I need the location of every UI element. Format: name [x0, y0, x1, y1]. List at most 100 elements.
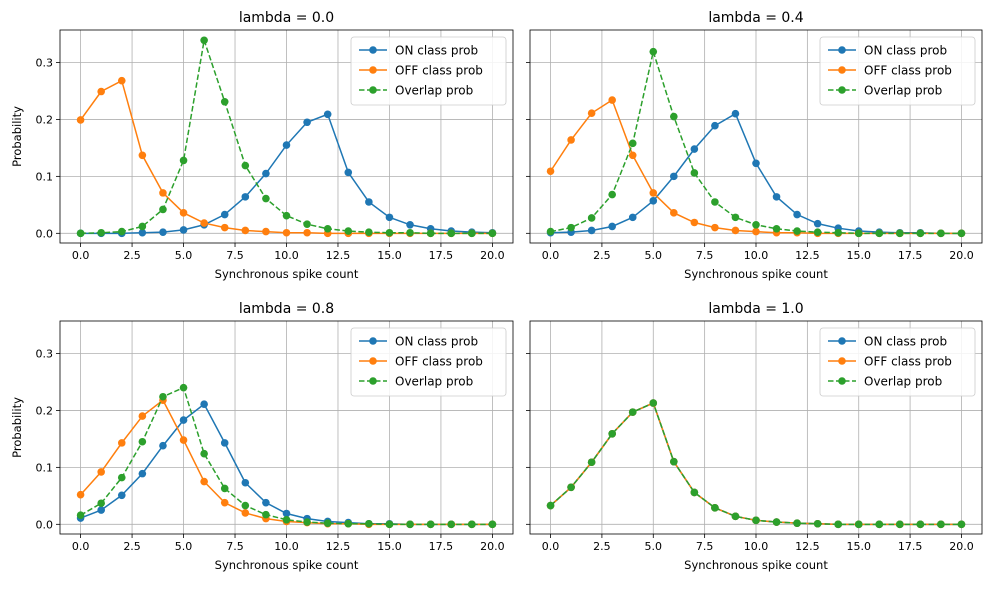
x-tick-label: 12.5 [795, 540, 820, 553]
data-point [587, 458, 596, 467]
data-point [200, 219, 208, 227]
x-tick-label: 15.0 [377, 540, 402, 553]
data-point [323, 110, 332, 119]
data-point [690, 218, 699, 227]
data-point [608, 96, 616, 104]
data-point [138, 151, 147, 160]
legend-marker [369, 377, 377, 385]
data-point [138, 228, 147, 237]
data-point [323, 519, 332, 527]
data-point [117, 473, 126, 482]
data-point [690, 169, 699, 177]
x-tick-label: 17.5 [429, 540, 454, 553]
data-point [731, 226, 740, 235]
x-tick-label: 15.0 [377, 249, 402, 262]
x-tick-label: 5.0 [175, 540, 193, 553]
x-axis-label: Synchronous spike count [215, 267, 359, 281]
legend-box [350, 36, 507, 106]
x-tick-label: 20.0 [480, 540, 505, 553]
subplot-title: lambda = 0.4 [708, 10, 803, 26]
subplot-1 [56, 29, 514, 247]
data-point [344, 168, 353, 177]
data-point [179, 209, 188, 217]
legend-marker [838, 66, 846, 74]
data-point [344, 227, 353, 235]
data-point [138, 222, 147, 231]
y-tick-label: 0.2 [36, 113, 54, 126]
data-point [262, 510, 270, 519]
data-point [200, 400, 208, 408]
data-point [468, 229, 476, 238]
x-tick-label: 7.5 [226, 249, 244, 262]
data-point [587, 214, 596, 222]
data-point [937, 520, 945, 529]
legend-box [350, 327, 507, 397]
x-tick-label: 5.0 [645, 540, 663, 553]
x-tick-label: 12.5 [326, 540, 351, 553]
data-point [649, 189, 658, 197]
legend-label: OFF class prob [864, 355, 952, 369]
data-point [649, 399, 658, 407]
data-point [220, 223, 229, 232]
x-tick-label: 2.5 [593, 249, 611, 262]
data-point [690, 488, 699, 497]
data-point [772, 518, 781, 526]
data-point [97, 87, 105, 96]
data-point [670, 172, 678, 181]
data-point [649, 47, 658, 56]
data-point [567, 483, 575, 492]
data-point [220, 498, 229, 507]
data-point [793, 519, 801, 527]
subplot-2 [526, 29, 983, 247]
legend-label: Overlap prob [395, 84, 473, 98]
data-point [262, 194, 270, 203]
data-point [97, 506, 105, 514]
data-point [282, 211, 291, 220]
data-point [282, 228, 291, 237]
data-point [76, 116, 85, 124]
data-point [587, 226, 596, 235]
x-tick-label: 10.0 [744, 249, 769, 262]
data-point [200, 477, 208, 486]
data-point [262, 498, 270, 507]
data-point [303, 228, 311, 237]
data-point [97, 499, 105, 508]
legend-label: Overlap prob [864, 84, 942, 98]
x-axis-label: Synchronous spike count [684, 267, 828, 281]
data-point [567, 223, 575, 232]
legend-box [819, 36, 976, 106]
legend-marker [838, 377, 846, 385]
x-tick-label: 5.0 [645, 249, 663, 262]
data-point [241, 478, 250, 487]
x-tick-label: 0.0 [542, 249, 560, 262]
data-point [426, 520, 435, 529]
data-point [385, 228, 394, 237]
data-point [711, 223, 719, 232]
data-point [138, 412, 147, 420]
data-point [344, 519, 353, 528]
legend-label: ON class prob [864, 44, 947, 58]
data-point [76, 490, 85, 499]
legend-label: Overlap prob [864, 375, 942, 389]
legend-box [819, 327, 976, 397]
data-point [117, 227, 126, 236]
data-point [670, 112, 678, 121]
data-point [793, 227, 801, 235]
axes-frame [59, 29, 514, 244]
x-tick-label: 17.5 [898, 540, 923, 553]
subplot-title: lambda = 0.8 [239, 301, 334, 317]
legend-label: ON class prob [395, 44, 478, 58]
data-point [608, 190, 616, 199]
data-point [772, 193, 781, 201]
legend-marker [838, 86, 846, 94]
data-point [179, 416, 188, 424]
legend-marker [369, 66, 377, 74]
data-point [262, 169, 270, 178]
x-tick-label: 7.5 [696, 540, 714, 553]
axes-frame [59, 320, 514, 535]
y-axis-label: Probability [10, 106, 24, 167]
data-point [896, 520, 904, 529]
data-point [200, 36, 208, 45]
data-point [731, 512, 740, 521]
data-point [323, 224, 332, 233]
